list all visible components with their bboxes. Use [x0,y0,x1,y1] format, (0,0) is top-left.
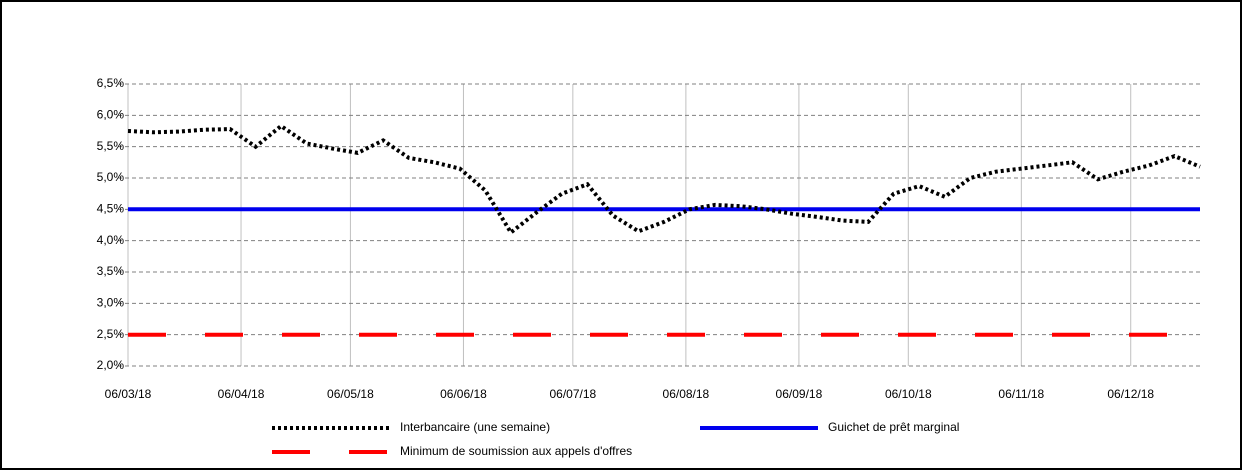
x-tick-label: 06/11/18 [998,387,1044,401]
x-tick-label: 06/09/18 [776,387,823,401]
y-tick-label: 2,0% [97,358,125,372]
x-tick-label: 06/08/18 [663,387,710,401]
x-tick-label: 06/12/18 [1107,387,1154,401]
x-tick-label: 06/10/18 [885,387,932,401]
x-tick-label: 06/03/18 [105,387,152,401]
legend-label: Interbancaire (une semaine) [400,420,550,434]
y-tick-label: 4,0% [97,233,125,247]
y-tick-label: 3,5% [97,264,125,278]
legend-label: Minimum de soumission aux appels d'offre… [400,444,632,458]
x-tick-label: 06/06/18 [440,387,487,401]
y-tick-label: 2,5% [97,327,125,341]
y-tick-label: 6,5% [97,76,125,90]
x-tick-label: 06/04/18 [218,387,265,401]
legend-label: Guichet de prêt marginal [828,420,959,434]
x-tick-label: 06/07/18 [549,387,596,401]
y-tick-label: 4,5% [97,202,125,216]
y-tick-label: 6,0% [97,108,125,122]
series-line [127,123,1201,236]
y-tick-label: 3,0% [97,296,125,310]
y-tick-label: 5,0% [97,170,125,184]
y-tick-label: 5,5% [97,139,125,153]
x-tick-label: 06/05/18 [327,387,374,401]
